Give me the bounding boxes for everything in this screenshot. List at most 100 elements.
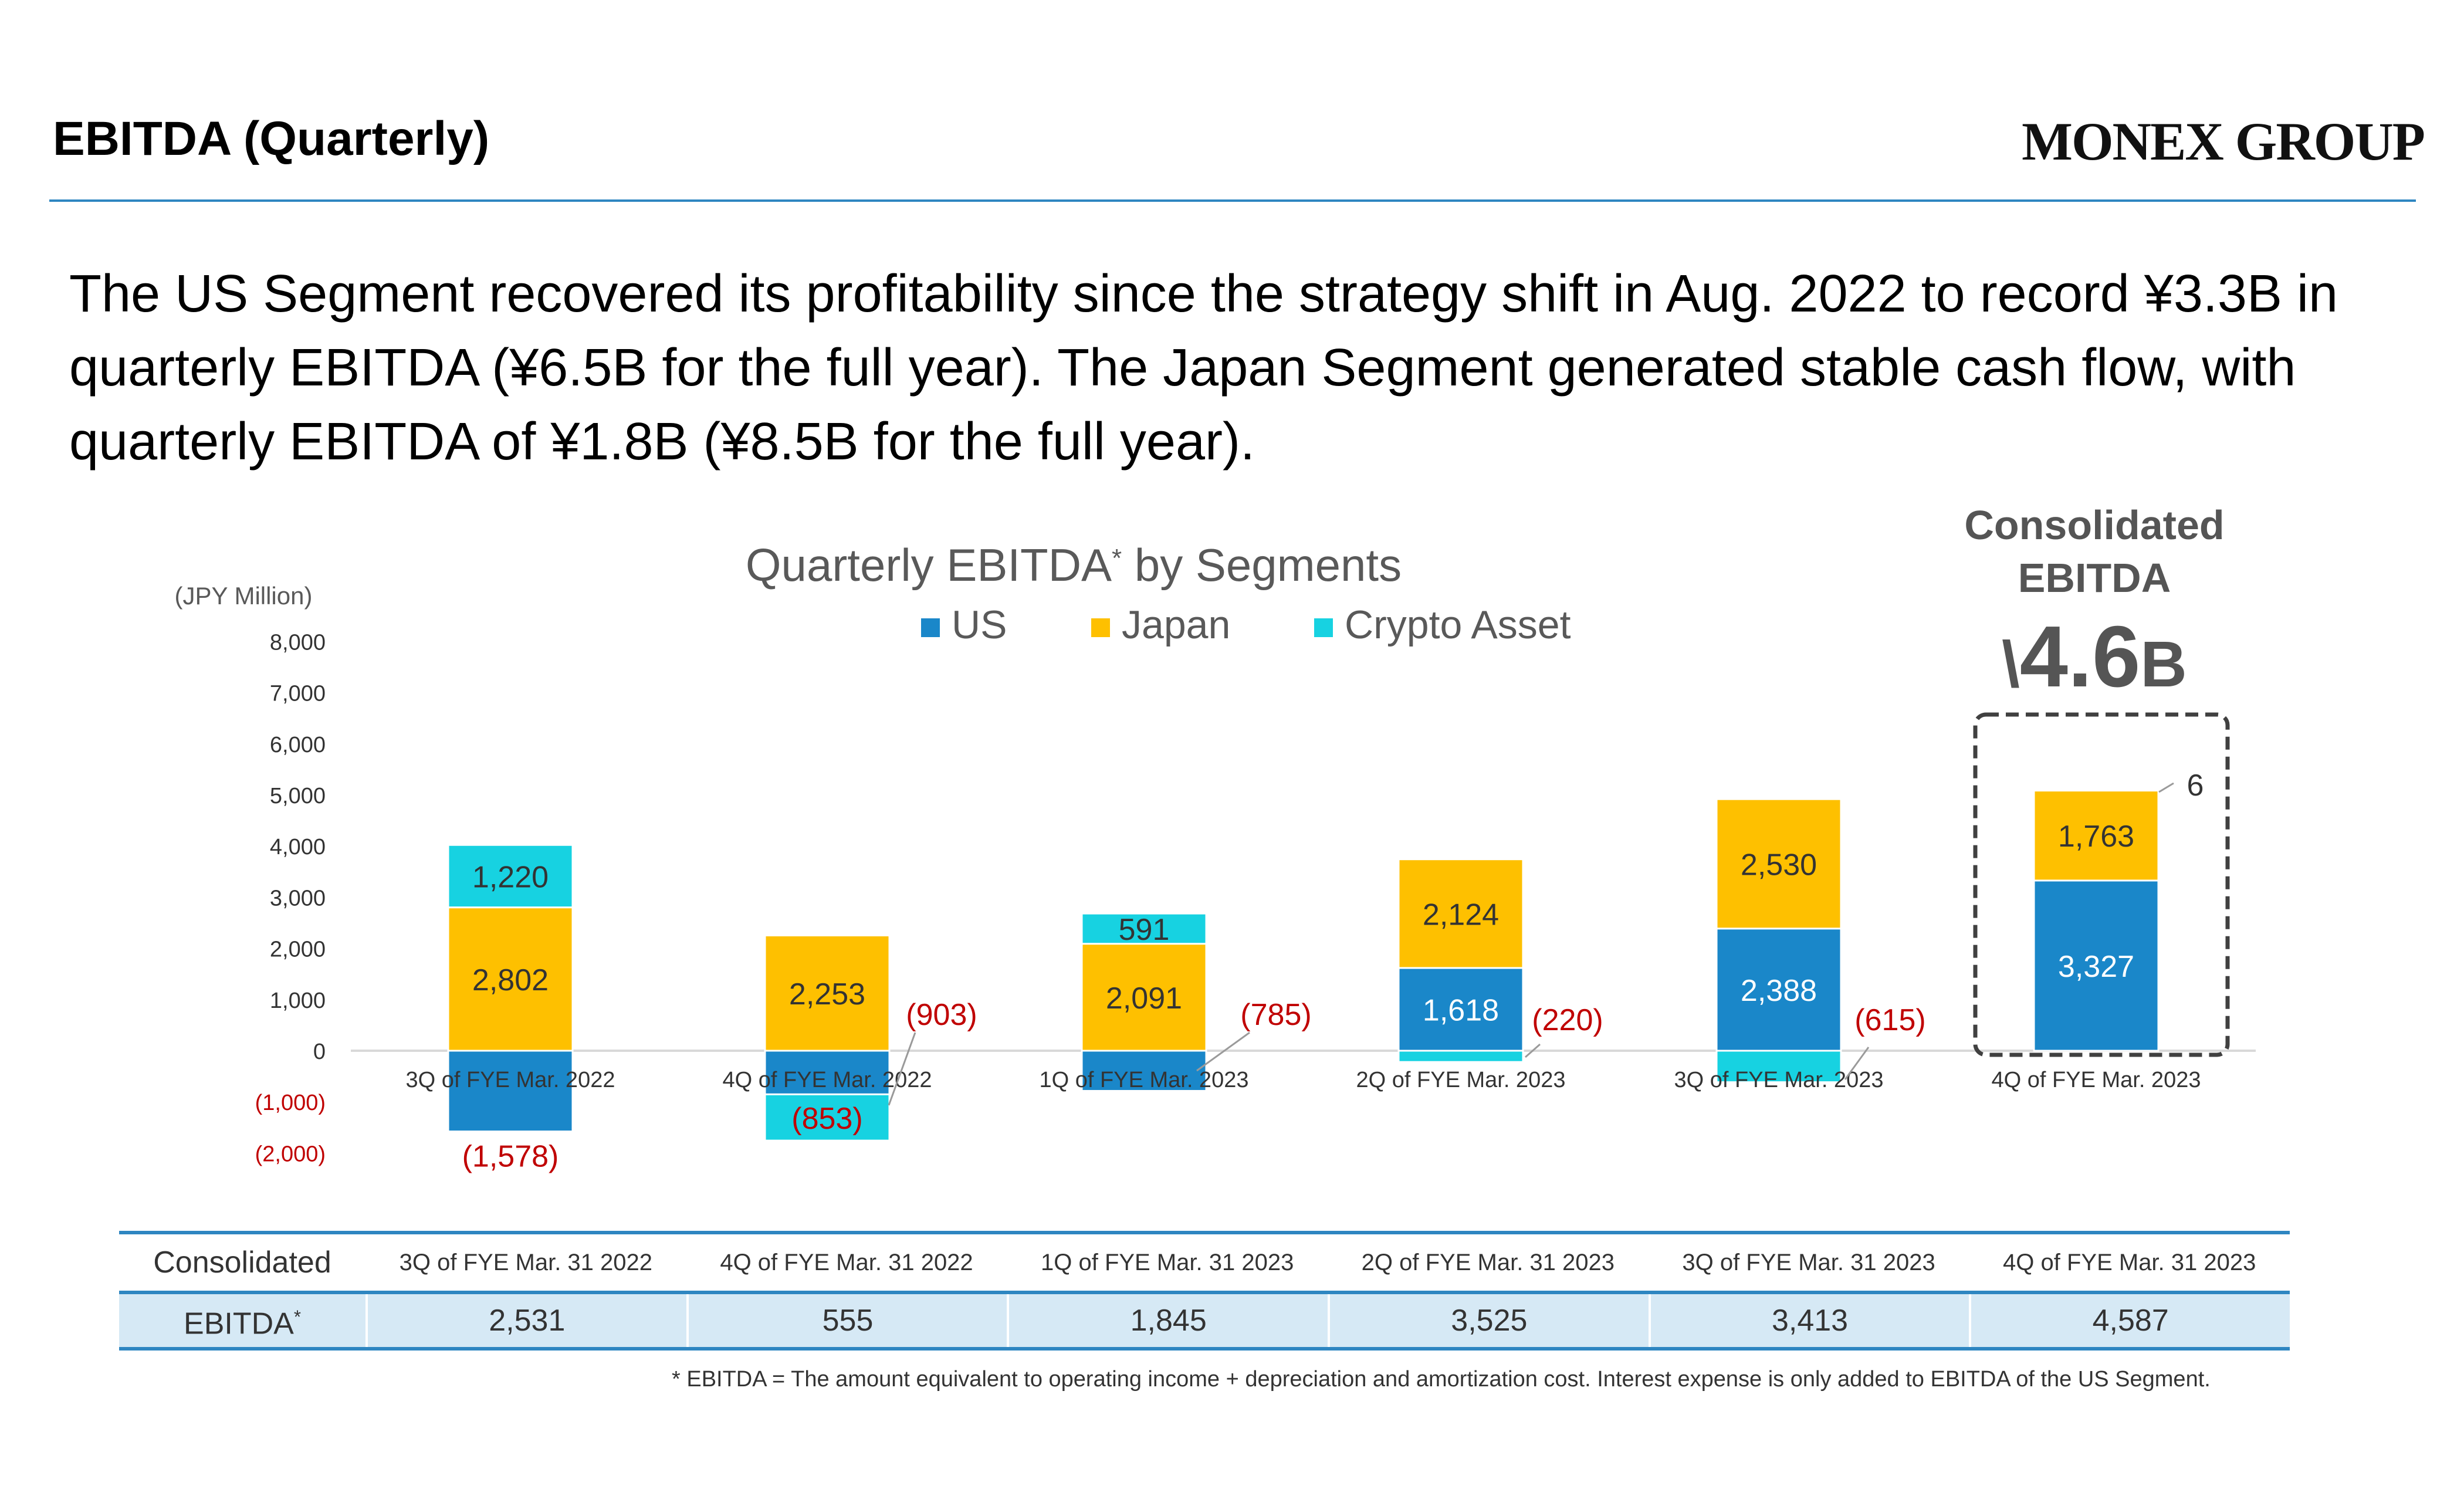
bar-segment-us <box>1715 928 1842 1052</box>
summary-text: The US Segment recovered its profitabili… <box>69 257 2357 479</box>
table-column-header: 2Q of FYE Mar. 31 2023 <box>1361 1249 1615 1275</box>
table-cell: 555 <box>686 1294 1007 1347</box>
table-cell: 4,587 <box>1969 1294 2290 1347</box>
consolidated-ebitda-value: \4.6B <box>1936 607 2253 707</box>
consolidated-label-line-2: EBITDA <box>2018 555 2171 601</box>
x-tick-label: 4Q of FYE Mar. 2023 <box>1992 1068 2201 1092</box>
table-row-label: EBITDA* <box>119 1291 365 1350</box>
consolidated-ebitda-label: Consolidated EBITDA <box>1936 499 2253 604</box>
data-label: 591 <box>1119 913 1170 947</box>
table-column-header: 1Q of FYE Mar. 31 2023 <box>1041 1249 1294 1275</box>
bar-segment-us <box>447 1050 574 1133</box>
callout-label: (785) <box>1240 998 1311 1032</box>
row-label-text: EBITDA <box>184 1307 294 1341</box>
legend-swatch-us <box>921 618 940 637</box>
bar-segment-crypto-asset <box>1397 1050 1524 1063</box>
title-divider <box>49 199 2416 202</box>
data-label: (853) <box>791 1102 862 1136</box>
bar-segment-crypto-asset <box>2033 789 2160 792</box>
table-cell: 3,413 <box>1648 1294 1969 1347</box>
table-column-header: 4Q of FYE Mar. 31 2023 <box>2003 1249 2256 1275</box>
y-tick-label: 2,000 <box>270 937 326 962</box>
monex-group-logo: MONEX GROUP <box>2022 111 2425 171</box>
y-tick-label: 1,000 <box>270 989 326 1013</box>
summary-line-1: The US Segment recovered its profitabili… <box>69 265 2338 323</box>
callout-leader-line <box>888 1032 916 1106</box>
legend-swatch-crypto-asset <box>1314 618 1333 637</box>
table-row: EBITDA* 2,531 555 1,845 3,525 3,413 4,58… <box>119 1291 2290 1351</box>
bar-segment-japan <box>764 935 891 1052</box>
table-cell: 2,531 <box>365 1294 686 1347</box>
y-tick-label: 4,000 <box>270 835 326 859</box>
y-tick-label: 3,000 <box>270 886 326 911</box>
table-header-label: Consolidated <box>153 1245 331 1280</box>
callout-leader-line <box>1196 1031 1250 1072</box>
data-label: 1,618 <box>1423 993 1499 1027</box>
legend-label: US <box>952 603 1007 647</box>
table-cell: 1,845 <box>1007 1294 1328 1347</box>
data-label: 2,388 <box>1741 974 1817 1008</box>
callout-label: (615) <box>1854 1003 1925 1037</box>
bar-segment-japan <box>1081 943 1207 1052</box>
summary-line-2: quarterly EBITDA (¥6.5B for the full yea… <box>69 339 2296 397</box>
footnote: * EBITDA = The amount equivalent to oper… <box>672 1367 2211 1392</box>
y-tick-label: (2,000) <box>255 1142 326 1166</box>
bar-segment-us <box>764 1050 891 1095</box>
legend-swatch-japan <box>1091 618 1110 637</box>
table-header-row: Consolidated 3Q of FYE Mar. 31 2022 4Q o… <box>119 1231 2290 1291</box>
summary-line-3: quarterly EBITDA of ¥1.8B (¥8.5B for the… <box>69 412 1255 471</box>
y-tick-label: 8,000 <box>270 630 326 655</box>
bar-segment-crypto-asset <box>447 844 574 909</box>
y-tick-label: 6,000 <box>270 733 326 757</box>
callout-leader-line <box>1844 1047 1870 1080</box>
bar-segment-japan <box>2033 789 2160 882</box>
table-column-header: 4Q of FYE Mar. 31 2022 <box>720 1249 973 1275</box>
data-label: 1,763 <box>2058 820 2134 854</box>
highlight-dashed-box <box>1973 712 2230 1057</box>
consolidated-label-line-1: Consolidated <box>1964 502 2225 548</box>
data-label: 2,091 <box>1106 981 1182 1016</box>
data-label: 2,802 <box>472 963 549 997</box>
bar-segment-crypto-asset <box>1715 1050 1842 1084</box>
x-tick-label: 3Q of FYE Mar. 2022 <box>406 1068 615 1092</box>
data-label: (1,578) <box>462 1140 559 1174</box>
data-label: 2,253 <box>789 977 865 1011</box>
x-tick-label: 1Q of FYE Mar. 2023 <box>1040 1068 1249 1092</box>
data-label: 1,220 <box>472 860 549 894</box>
consolidated-amount: 4.6 <box>2019 608 2141 705</box>
bar-segment-us <box>1397 967 1524 1052</box>
callout-label: (220) <box>1532 1003 1603 1037</box>
bar-segment-japan <box>1397 858 1524 969</box>
data-label: 2,124 <box>1423 898 1499 932</box>
x-tick-label: 4Q of FYE Mar. 2022 <box>723 1068 932 1092</box>
callout-label: (903) <box>906 998 977 1032</box>
y-tick-label: 5,000 <box>270 784 326 808</box>
data-label: 3,327 <box>2058 950 2134 984</box>
table-column-header: 3Q of FYE Mar. 31 2023 <box>1682 1249 1935 1275</box>
table-cell: 3,525 <box>1328 1294 1649 1347</box>
table-column-header: 3Q of FYE Mar. 31 2022 <box>399 1249 653 1275</box>
x-tick-label: 3Q of FYE Mar. 2023 <box>1674 1068 1884 1092</box>
y-tick-label: 7,000 <box>270 682 326 706</box>
callout-leader-line <box>1525 1043 1541 1058</box>
bar-segment-crypto-asset <box>1081 912 1207 945</box>
y-tick-label: 0 <box>313 1040 326 1064</box>
bar-segment-us <box>2033 879 2160 1052</box>
bar-segment-japan <box>1715 798 1842 930</box>
callout-leader-line <box>2158 782 2174 793</box>
row-label-superscript: * <box>293 1307 301 1328</box>
page-title: EBITDA (Quarterly) <box>53 112 490 165</box>
legend-label: Japan <box>1122 603 1230 647</box>
consolidated-unit: B <box>2140 628 2187 700</box>
callout-label: 6 <box>2187 769 2204 803</box>
bar-segment-crypto-asset <box>764 1093 891 1142</box>
y-tick-label: (1,000) <box>255 1091 326 1115</box>
ebitda-summary-table: Consolidated 3Q of FYE Mar. 31 2022 4Q o… <box>119 1231 2290 1351</box>
currency-symbol: \ <box>2002 628 2020 700</box>
bar-segment-japan <box>447 906 574 1052</box>
x-tick-label: 2Q of FYE Mar. 2023 <box>1356 1068 1566 1092</box>
y-axis-label: (JPY Million) <box>175 582 313 610</box>
legend-label: Crypto Asset <box>1345 603 1571 647</box>
chart-title: Quarterly EBITDA* by Segments <box>746 539 1402 591</box>
